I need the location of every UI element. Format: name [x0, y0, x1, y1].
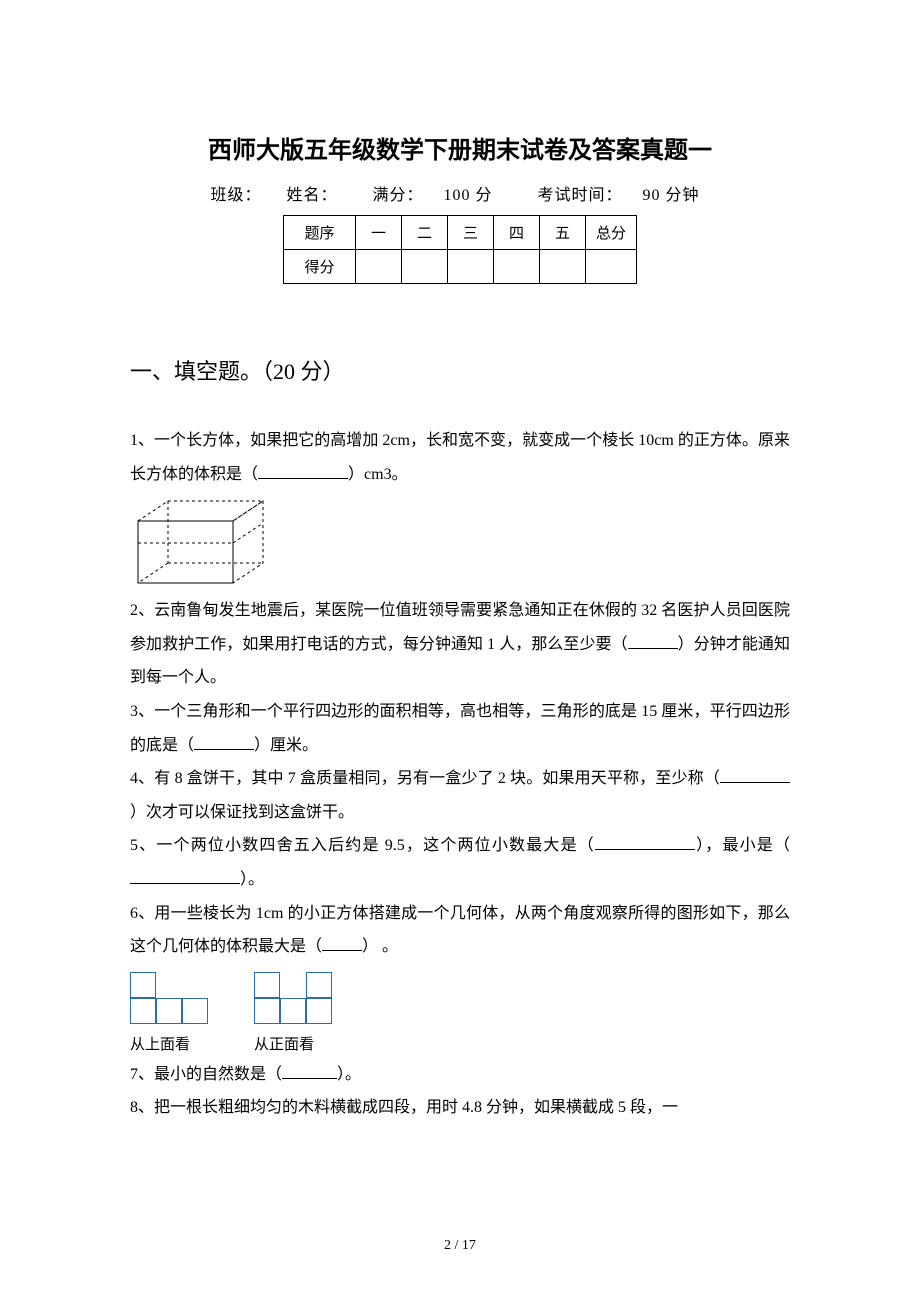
- exam-title: 西师大版五年级数学下册期末试卷及答案真题一: [130, 130, 790, 165]
- exam-time: 考试时间：90 分钟: [528, 187, 710, 204]
- cell-empty: [401, 250, 447, 284]
- question-6: 6、用一些棱长为 1cm 的小正方体搭建成一个几何体，从两个角度观察所得的图形如…: [130, 897, 790, 964]
- grid-cell: [130, 998, 156, 1024]
- cell-header: 五: [539, 216, 585, 250]
- cuboid-figure: [130, 495, 280, 590]
- blank: [628, 633, 678, 649]
- question-7: 7、最小的自然数是（）。: [130, 1058, 790, 1092]
- question-8: 8、把一根长粗细均匀的木料横截成四段，用时 4.8 分钟，如果横截成 5 段，一: [130, 1091, 790, 1125]
- grid-cell-empty: [182, 972, 208, 998]
- front-view-label: 从正面看: [254, 1033, 332, 1054]
- grid-cell: [306, 998, 332, 1024]
- section-heading: 一、填空题。（20 分）: [130, 354, 790, 386]
- full-score: 满分：100 分: [362, 187, 502, 204]
- blank: [258, 463, 348, 479]
- cell-empty: [539, 250, 585, 284]
- blank: [720, 767, 790, 783]
- grid-cell-empty: [280, 972, 306, 998]
- cell-empty: [447, 250, 493, 284]
- question-4: 4、有 8 盒饼干，其中 7 盒质量相同，另有一盒少了 2 块。如果用天平称，至…: [130, 762, 790, 829]
- front-view: 从正面看: [254, 972, 332, 1054]
- cell-header: 二: [401, 216, 447, 250]
- meta-line: 班级： 姓名： 满分：100 分 考试时间：90 分钟: [130, 181, 790, 205]
- cell-score-label: 得分: [283, 250, 355, 284]
- question-1: 1、一个长方体，如果把它的高增加 2cm，长和宽不变，就变成一个棱长 10cm …: [130, 424, 790, 491]
- blank: [130, 868, 240, 884]
- blank: [194, 734, 254, 750]
- blank: [282, 1063, 337, 1079]
- view-figures: 从上面看 从正面看: [130, 972, 790, 1054]
- grid-cell: [130, 972, 156, 998]
- score-table: 题序 一 二 三 四 五 总分 得分: [283, 215, 637, 284]
- grid-cell: [254, 998, 280, 1024]
- cell-empty: [355, 250, 401, 284]
- grid-cell: [254, 972, 280, 998]
- class-label: 班级：: [210, 187, 261, 204]
- grid-cell-empty: [156, 972, 182, 998]
- question-3: 3、一个三角形和一个平行四边形的面积相等，高也相等，三角形的底是 15 厘米，平…: [130, 695, 790, 762]
- cell-empty: [493, 250, 539, 284]
- cell-header: 四: [493, 216, 539, 250]
- blank: [595, 834, 695, 850]
- top-view-label: 从上面看: [130, 1033, 208, 1054]
- grid-cell: [182, 998, 208, 1024]
- grid-cell: [156, 998, 182, 1024]
- table-row: 题序 一 二 三 四 五 总分: [283, 216, 636, 250]
- cell-header: 一: [355, 216, 401, 250]
- cell-header: 总分: [585, 216, 636, 250]
- question-2: 2、云南鲁甸发生地震后，某医院一位值班领导需要紧急通知正在休假的 32 名医护人…: [130, 594, 790, 695]
- blank: [322, 935, 362, 951]
- table-row: 得分: [283, 250, 636, 284]
- page-footer: 2 / 17: [0, 1238, 920, 1254]
- grid-cell: [280, 998, 306, 1024]
- cell-empty: [585, 250, 636, 284]
- top-view: 从上面看: [130, 972, 208, 1054]
- question-5: 5、一个两位小数四舍五入后约是 9.5，这个两位小数最大是（），最小是（）。: [130, 829, 790, 896]
- grid-cell: [306, 972, 332, 998]
- cell-header: 题序: [283, 216, 355, 250]
- cell-header: 三: [447, 216, 493, 250]
- name-label: 姓名：: [286, 187, 337, 204]
